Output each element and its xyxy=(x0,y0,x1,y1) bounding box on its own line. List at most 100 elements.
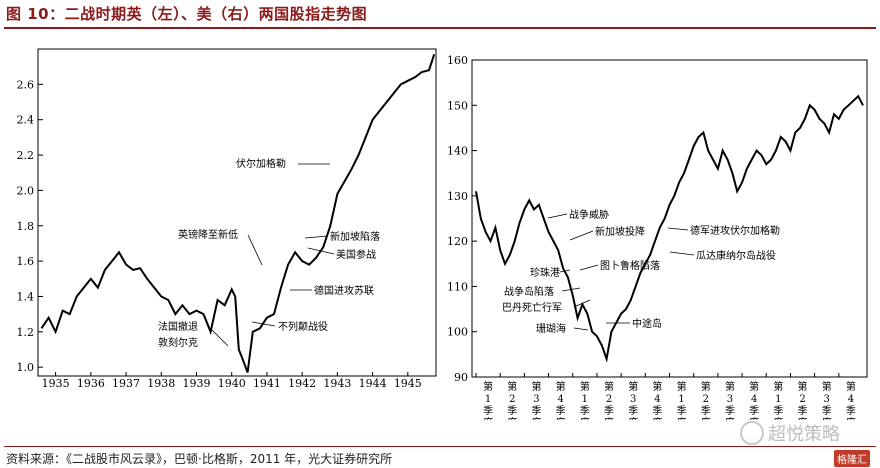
annotation-war-island: 战争岛陷落 xyxy=(504,285,554,298)
left-x-tick-label: 1940 xyxy=(218,377,246,390)
left-y-axis: 1.0 1.2 1.4 1.6 1.8 2.0 2.2 2.4 2.6 xyxy=(17,78,43,374)
quarter-label: 度 xyxy=(798,416,808,420)
annotation-arrow-pearl-harbor xyxy=(559,269,571,273)
left-y-tick-label: 1.4 xyxy=(17,290,35,303)
annotation-arrow-pound-low xyxy=(247,234,263,266)
left-y-tick-label: 1.6 xyxy=(17,255,35,268)
right-y-tick-label: 90 xyxy=(454,371,468,384)
annotation-singapore-fall: 新加坡陷落 xyxy=(330,230,380,243)
quarter-label: 第 xyxy=(725,380,735,393)
left-y-tick-label: 2.6 xyxy=(17,78,35,91)
uk-index-chart: 1.0 1.2 1.4 1.6 1.8 2.0 2.2 2.4 2.6 1935 1936 1937… xyxy=(17,48,437,390)
quarter-label: 2 xyxy=(509,394,515,405)
annotation-arrow-singapore-surrender xyxy=(569,230,594,241)
right-y-axis: 90 100 110 120 130 140 150 160 xyxy=(447,54,477,384)
left-y-tick-label: 2.2 xyxy=(17,149,35,162)
quarter-label: 季 xyxy=(556,405,566,417)
right-y-tick-label: 110 xyxy=(447,280,468,293)
left-y-tick-label: 1.8 xyxy=(17,220,35,233)
quarter-label: 2 xyxy=(799,394,805,405)
annotation-pound-low: 英镑降至新低 xyxy=(178,228,238,241)
quarter-label: 3 xyxy=(824,394,830,405)
quarter-label: 季 xyxy=(580,405,590,417)
title-rule xyxy=(4,27,876,29)
left-y-tick-label: 1.2 xyxy=(17,326,35,339)
annotation-war-threat: 战争威胁 xyxy=(569,208,609,221)
quarter-label: 季 xyxy=(652,405,662,417)
quarter-label: 第 xyxy=(798,380,808,393)
wechat-icon xyxy=(740,421,764,445)
quarter-label: 第 xyxy=(580,380,590,393)
right-y-tick-label: 140 xyxy=(447,145,468,158)
annotation-arrow-war-threat xyxy=(547,213,568,219)
annotation-midway: 中途岛 xyxy=(632,317,662,330)
left-plot-frame xyxy=(37,48,437,377)
quarter-label: 季 xyxy=(725,405,735,417)
left-x-tick-label: 1941 xyxy=(253,377,281,390)
us-index-line xyxy=(475,94,864,363)
left-x-tick-label: 1938 xyxy=(147,377,175,390)
quarter-label: 3 xyxy=(727,394,733,405)
gelonghui-badge: 格隆汇 xyxy=(834,450,870,467)
source-note: 资料来源：《二战股市风云录》，巴顿·比格斯，2011 年，光大证券研究所 xyxy=(6,452,393,466)
left-x-tick-label: 1937 xyxy=(112,377,140,390)
quarter-label: 第 xyxy=(677,380,687,393)
annotation-arrow-war-island xyxy=(561,287,581,292)
annotation-arrow-tobruk xyxy=(579,264,599,271)
annotation-arrow-us-enters xyxy=(307,247,335,255)
quarter-label: 度 xyxy=(701,416,711,420)
annotation-arrow-battle-britain xyxy=(251,321,276,327)
quarter-label: 季 xyxy=(507,405,517,417)
quarter-label: 度 xyxy=(531,416,541,420)
quarter-label: 1 xyxy=(582,394,588,405)
annotation-singapore-surrender: 新加坡投降 xyxy=(595,225,645,238)
annotation-bataan: 巴丹死亡行军 xyxy=(502,301,562,314)
left-x-tick-label: 1942 xyxy=(288,377,316,390)
watermark-text: 超悦策略 xyxy=(768,424,840,445)
left-x-tick-label: 1939 xyxy=(182,377,210,390)
annotation-german-volgograd: 德军进攻伏尔加格勒 xyxy=(690,224,780,237)
quarter-label: 季 xyxy=(822,405,832,417)
annotation-arrow-singapore-fall xyxy=(304,235,329,239)
quarter-label: 季 xyxy=(846,405,856,417)
quarter-label: 季 xyxy=(749,405,759,417)
annotation-germany-ussr: 德国进攻苏联 xyxy=(314,284,374,297)
quarter-label: 度 xyxy=(652,416,662,420)
figure-title: 图 10：二战时期英（左）、美（右）两国股指走势图 xyxy=(6,5,368,23)
quarter-label: 1 xyxy=(678,394,684,405)
left-x-axis: 1935 1936 1937 1938 1939 1940 1941 1942 1943 1944… xyxy=(42,372,422,390)
quarter-label: 3 xyxy=(630,394,636,405)
quarter-label: 度 xyxy=(749,416,759,420)
left-y-tick-label: 2.4 xyxy=(17,114,35,127)
quarter-label: 度 xyxy=(725,416,735,420)
quarter-label: 度 xyxy=(580,416,590,420)
quarter-label: 度 xyxy=(628,416,638,420)
quarter-label: 第 xyxy=(604,380,614,393)
quarter-label: 第 xyxy=(846,380,856,393)
right-x-axis: 第1季度第2季度第3季度第4季度第1季度第2季度第3季度第4季度第1季度第2季度… xyxy=(475,373,856,420)
quarter-label: 季 xyxy=(701,405,711,417)
annotation-tobruk: 图卜鲁格陷落 xyxy=(600,259,660,272)
annotation-arrow-bataan xyxy=(573,299,591,308)
right-y-tick-label: 160 xyxy=(447,54,468,67)
left-x-tick-label: 1936 xyxy=(77,377,105,390)
quarter-label: 4 xyxy=(654,394,660,405)
quarter-label: 第 xyxy=(556,380,566,393)
annotation-dunkirk: 敦刻尔克 xyxy=(158,336,198,349)
quarter-label: 季 xyxy=(531,405,541,417)
quarter-label: 季 xyxy=(798,405,808,417)
quarter-label: 1 xyxy=(485,394,491,405)
quarter-label: 季 xyxy=(628,405,638,417)
quarter-label: 4 xyxy=(557,394,563,405)
quarter-label: 第 xyxy=(701,380,711,393)
quarter-label: 度 xyxy=(507,416,517,420)
annotation-guadalcanal: 瓜达康纳尔岛战役 xyxy=(696,249,776,262)
quarter-label: 第 xyxy=(773,380,783,393)
annotation-coral-sea: 珊瑚海 xyxy=(536,322,566,335)
quarter-label: 度 xyxy=(773,416,783,420)
quarter-label: 度 xyxy=(483,416,493,420)
quarter-label: 4 xyxy=(751,394,757,405)
